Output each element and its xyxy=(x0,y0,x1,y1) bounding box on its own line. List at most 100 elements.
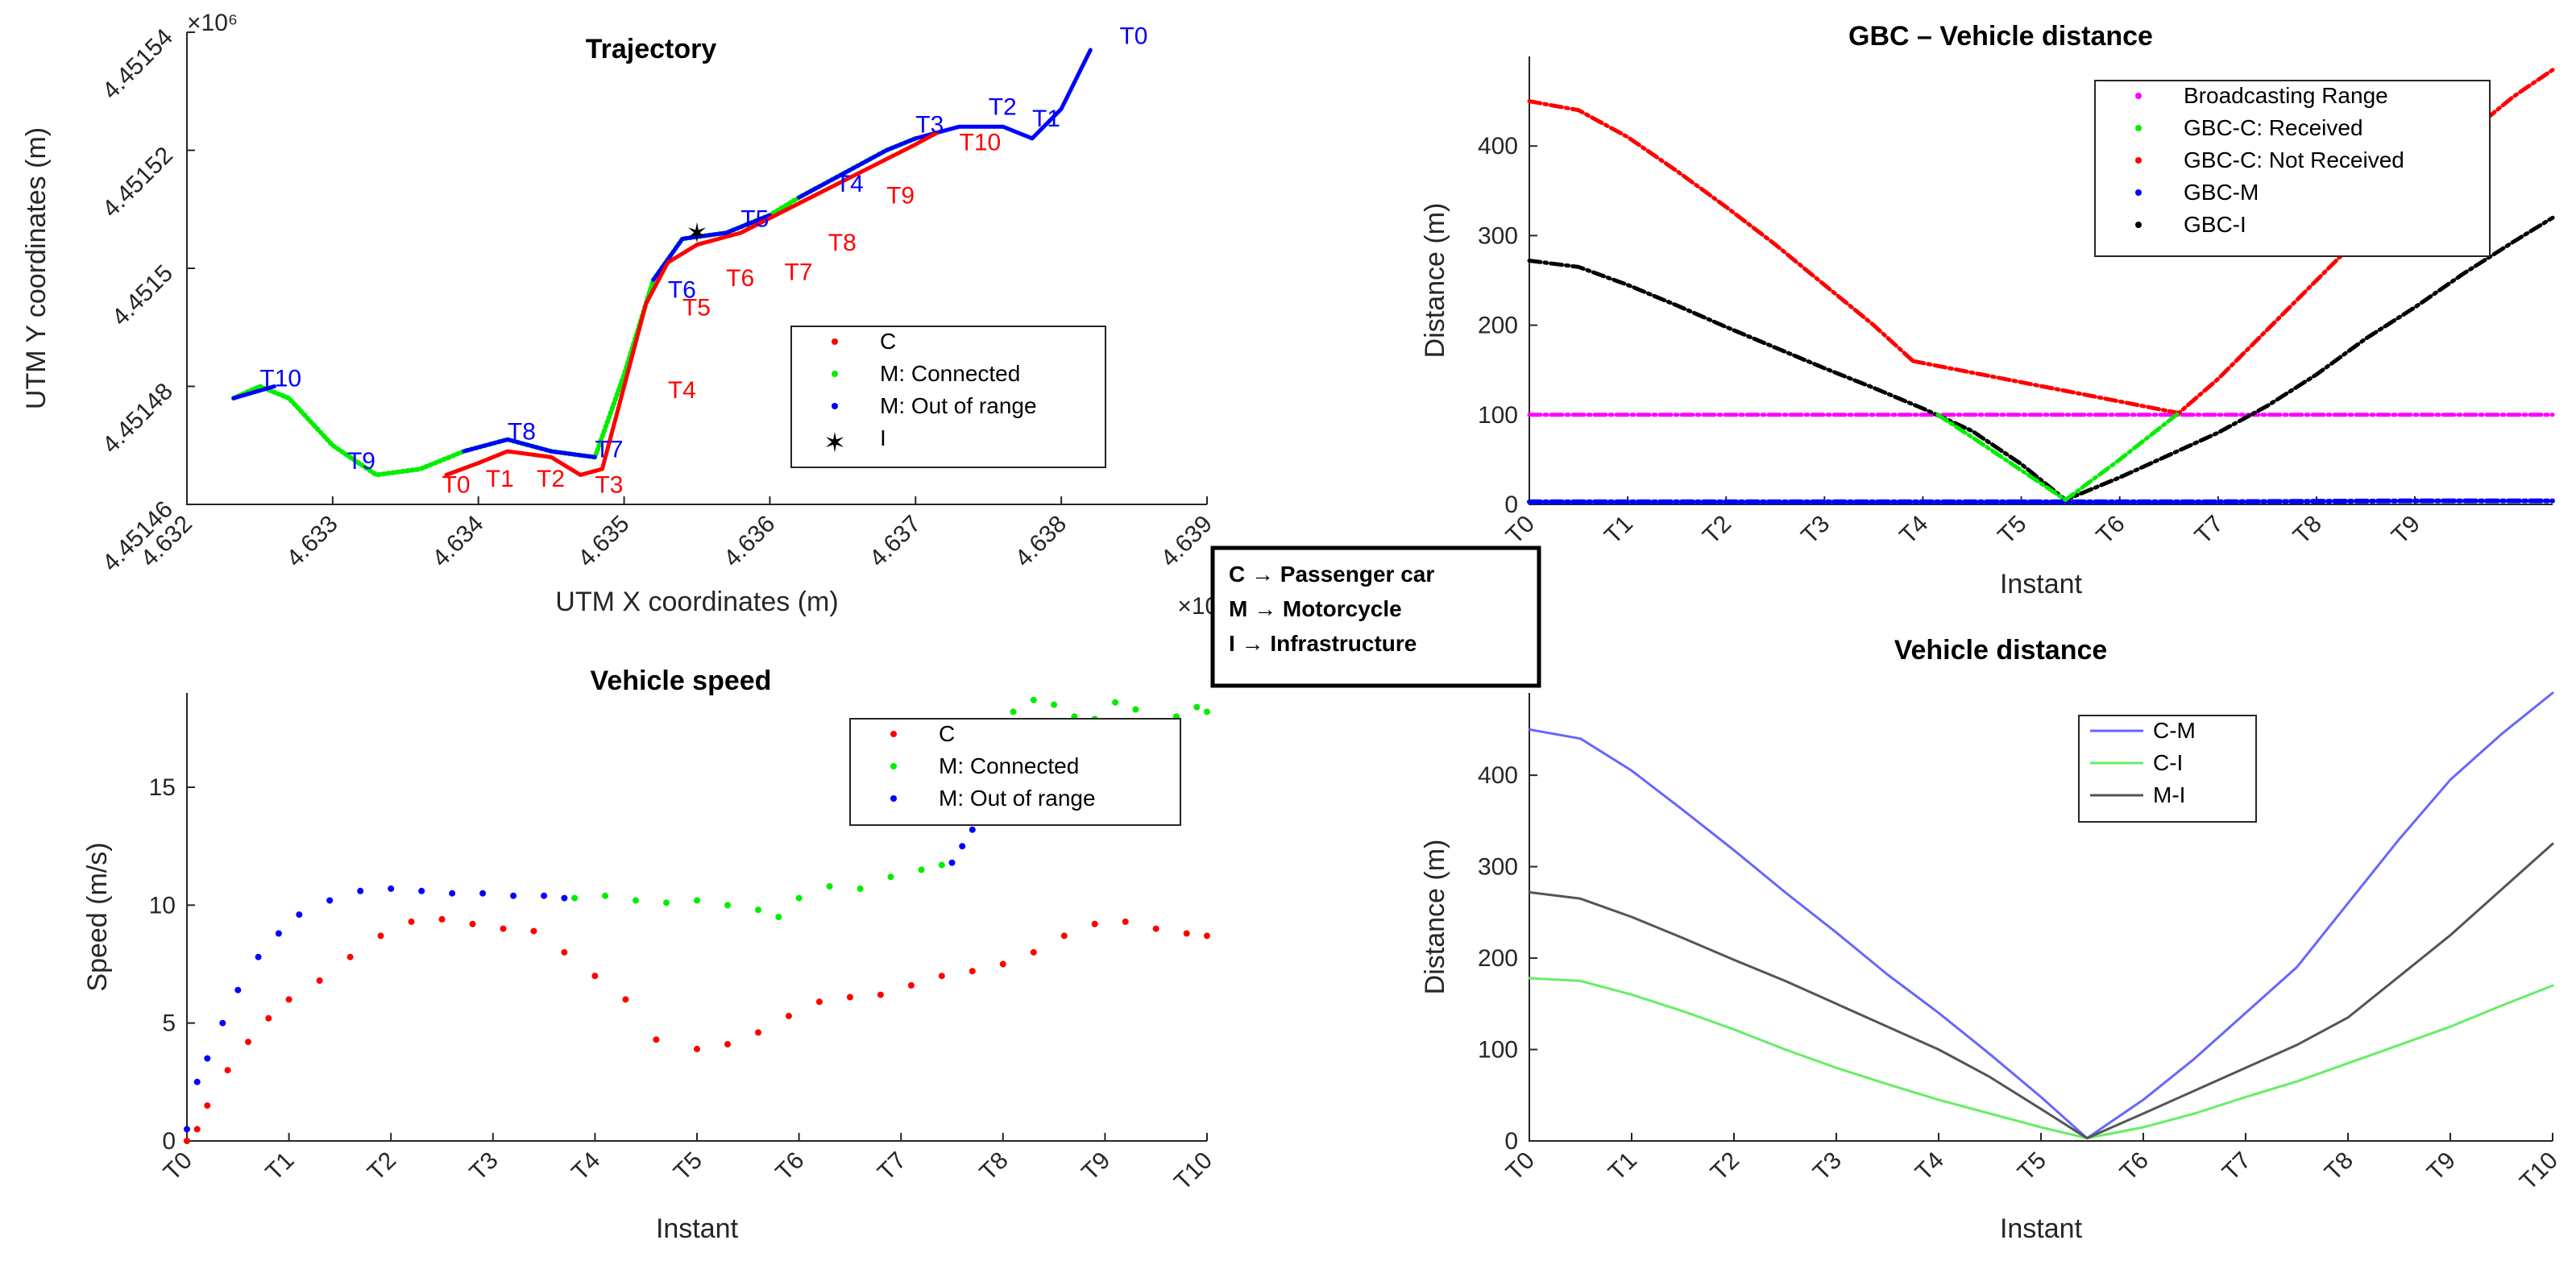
x-tick-label: 4.633 xyxy=(281,511,342,572)
connected-speed-point xyxy=(1030,696,1037,703)
connected-speed-point xyxy=(918,866,925,873)
x-tick-label: T3 xyxy=(1796,511,1835,550)
legend-box xyxy=(2094,80,2491,257)
out-of-range-speed-point xyxy=(184,1126,190,1133)
out-of-range-speed-point xyxy=(479,890,487,897)
car-speed-point xyxy=(1204,932,1210,940)
x-tick-label: 4.636 xyxy=(719,511,780,572)
x-tick-label: T5 xyxy=(1993,511,2031,550)
legend-box xyxy=(2078,715,2257,823)
car-speed-point xyxy=(530,927,537,935)
legend-swatch xyxy=(2135,93,2142,99)
legend-swatch xyxy=(832,403,838,409)
car-speed-point xyxy=(938,973,945,980)
x-tick-label: T2 xyxy=(1706,1147,1744,1186)
y-tick-label: 0 xyxy=(162,1128,176,1155)
x-tick-label: T4 xyxy=(566,1147,605,1186)
y-tick-label: 4.45148 xyxy=(97,378,178,458)
car-speed-point xyxy=(694,1045,700,1052)
car-speed-point xyxy=(204,1102,211,1110)
x-tick-label: T10 xyxy=(2515,1147,2563,1196)
gbc-m-line xyxy=(1527,498,2555,504)
legend-swatch xyxy=(890,795,897,802)
out-of-range-speed-point xyxy=(388,885,395,892)
gbc-c-received-line xyxy=(1935,411,2181,502)
legend-label: M: Connected xyxy=(880,361,1020,386)
instant-label-t0: T0 xyxy=(1119,23,1147,50)
connected-speed-point xyxy=(602,892,609,899)
car-speed-point xyxy=(877,991,884,998)
legend-swatch xyxy=(2135,189,2142,196)
connected-speed-point xyxy=(1204,708,1210,716)
instant-label-t10: T10 xyxy=(259,366,301,392)
x-tick-label: T8 xyxy=(2320,1147,2358,1186)
y-tick-label: 400 xyxy=(1478,762,1518,789)
out-of-range-trajectory-line xyxy=(231,384,276,400)
x-tick-label: 4.634 xyxy=(427,511,488,572)
car-speed-point xyxy=(1091,920,1098,927)
instant-label-t9: T9 xyxy=(886,182,915,209)
key-box: C → Passenger car M → Motorcycle I → Inf… xyxy=(1210,545,1541,688)
key-box-frame xyxy=(1210,545,1541,688)
connected-speed-point xyxy=(1010,708,1017,716)
out-of-range-trajectory-line xyxy=(462,437,597,459)
chart-title: Vehicle speed xyxy=(591,666,772,696)
legend-label: Broadcasting Range xyxy=(2184,83,2388,108)
axes-frame xyxy=(1529,693,2553,1142)
connected-speed-point xyxy=(1051,701,1058,708)
instant-label-t2: T2 xyxy=(537,466,565,492)
out-of-range-speed-point xyxy=(193,1078,201,1085)
legend-label: GBC-I xyxy=(2184,212,2246,237)
out-of-range-speed-point xyxy=(449,890,456,897)
y-tick-label: 0 xyxy=(1504,492,1518,518)
instant-label-t1: T1 xyxy=(486,466,514,492)
out-of-range-trajectory-line xyxy=(651,213,772,283)
key-line-motorcycle: M → Motorcycle xyxy=(1229,596,1402,621)
connected-speed-point xyxy=(887,873,894,881)
x-tick-label: 4.637 xyxy=(865,511,926,572)
trajectory-chart: Trajectory4.451464.451484.45154.451524.4… xyxy=(21,10,1229,620)
legend-swatch xyxy=(832,371,838,377)
out-of-range-speed-point xyxy=(326,897,334,904)
instant-label-t4: T4 xyxy=(668,377,696,404)
car-speed-point xyxy=(285,996,292,1003)
x-tick-label: T7 xyxy=(2190,511,2229,550)
x-tick-label: T6 xyxy=(2115,1147,2154,1186)
legend-swatch xyxy=(832,338,838,345)
connected-speed-point xyxy=(755,906,761,914)
connected-speed-point xyxy=(795,894,803,902)
y-tick-label: 4.4515 xyxy=(107,260,178,331)
x-tick-label: T3 xyxy=(1808,1147,1847,1186)
y-axis-label: Distance (m) xyxy=(1420,840,1450,995)
out-of-range-speed-point xyxy=(959,843,966,850)
instant-label-t1: T1 xyxy=(1032,106,1060,132)
car-speed-point xyxy=(316,977,323,984)
connected-speed-point xyxy=(857,885,864,892)
key-line-car: C → Passenger car xyxy=(1229,562,1434,587)
car-speed-point xyxy=(438,915,446,923)
y-tick-label: 5 xyxy=(162,1010,176,1037)
legend-box xyxy=(790,326,1106,468)
out-of-range-speed-point xyxy=(969,826,976,833)
x-tick-label: T2 xyxy=(363,1147,401,1186)
x-tick-label: T1 xyxy=(260,1147,299,1186)
legend-star-icon: ✶ xyxy=(823,428,847,458)
x-tick-label: 4.635 xyxy=(573,511,634,572)
out-of-range-speed-point xyxy=(357,887,364,894)
chart-title: Trajectory xyxy=(586,34,717,64)
car-speed-point xyxy=(622,996,629,1003)
car-speed-point xyxy=(999,960,1006,968)
y-tick-label: 400 xyxy=(1478,133,1518,160)
y-axis-label: Distance (m) xyxy=(1420,203,1450,359)
car-speed-point xyxy=(561,948,568,956)
legend-label: C-M xyxy=(2153,718,2196,743)
car-speed-point xyxy=(265,1014,272,1022)
out-of-range-speed-point xyxy=(561,894,568,902)
car-speed-point xyxy=(846,993,853,1001)
c-m-distance-line xyxy=(1528,691,2554,1140)
legend-label: GBC-M xyxy=(2184,180,2259,205)
instant-label-t10: T10 xyxy=(960,130,1002,156)
instant-label-t2: T2 xyxy=(989,94,1017,121)
